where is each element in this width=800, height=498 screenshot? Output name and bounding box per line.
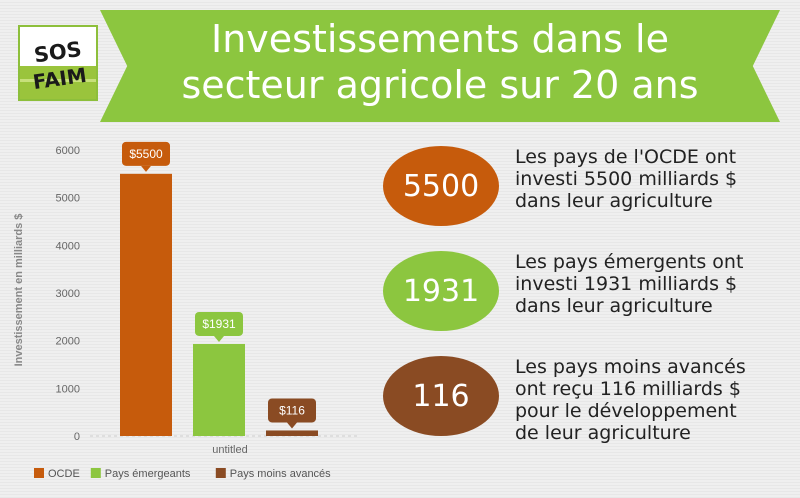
title-line-2: secteur agricole sur 20 ans [181,63,699,107]
bar-value-label-pointer [214,335,224,342]
bar [193,343,245,436]
stat-text-line: Les pays moins avancés [515,356,746,378]
stat-text-moins-avances: Les pays moins avancés ont reçu 116 mill… [515,356,795,444]
bar-value-label: $1931 [202,317,236,331]
stat-text-ocde: Les pays de l'OCDE ont investi 5500 mill… [515,146,795,212]
stat-text-line: investi 5500 milliards $ [515,168,738,190]
stat-text-line: ont reçu 116 milliards $ [515,378,741,400]
x-category-label: untitled [212,444,247,456]
y-axis-ticks: 0 1000 2000 3000 4000 5000 6000 [56,145,80,443]
y-tick-label: 2000 [56,336,80,348]
legend-label: OCDE [48,468,80,480]
stat-text-line: dans leur agriculture [515,190,713,212]
chart-legend: OCDE Pays émergeants Pays moins avancés [34,468,331,480]
logo-text-faim: FAIM [31,64,88,94]
title-banner [100,10,780,122]
stat-bubble-moins-avances: 116 [383,356,499,436]
legend-swatch [34,468,44,478]
bar [120,173,172,437]
bar-value-label-pointer [141,165,151,172]
stat-text-emergents: Les pays émergents ont investi 1931 mill… [515,251,795,317]
bar-chart: 0 1000 2000 3000 4000 5000 6000 $5500 $1931 $116… [13,141,360,480]
stat-bubble-ocde: 5500 [383,146,499,226]
y-tick-label: 0 [74,431,80,443]
page-title: Investissements dans le secteur agricole… [140,16,740,108]
bar [266,430,318,436]
stat-bubble-emergents: 1931 [383,251,499,331]
stat-row-emergents: 1931 Les pays émergents ont investi 1931… [383,251,793,331]
stat-text-line: investi 1931 milliards $ [515,273,738,295]
bar-value-label-box [195,311,243,336]
legend-label: Pays émergeants [105,468,191,480]
y-tick-label: 1000 [56,383,80,395]
stat-row-moins-avances: 116 Les pays moins avancés ont reçu 116 … [383,356,793,444]
bar-value-label-box [268,398,316,423]
bars: $5500 $1931 $116 [120,141,318,437]
bar-value-label-pointer [287,422,297,429]
y-tick-label: 5000 [56,193,80,205]
stat-text-line: Les pays émergents ont [515,251,744,273]
bar-value-label-box [122,141,170,166]
bar-value-label: $5500 [129,147,163,161]
sos-faim-logo: SOS FAIM [18,25,98,101]
legend-swatch [90,468,101,478]
title-line-1: Investissements dans le [211,17,669,61]
stat-text-line: de leur agriculture [515,422,691,444]
bar-value-label: $116 [279,403,305,417]
logo-text-sos: SOS [33,37,84,67]
logo-field-graphic [20,65,96,99]
y-tick-label: 6000 [56,145,80,157]
stat-row-ocde: 5500 Les pays de l'OCDE ont investi 5500… [383,146,793,226]
y-tick-label: 4000 [56,240,80,252]
stat-text-line: dans leur agriculture [515,295,713,317]
stat-text-line: pour le développement [515,400,737,422]
legend-swatch [215,468,226,478]
logo-lettering: SOS FAIM [31,37,88,94]
legend-label: Pays moins avancés [230,468,331,480]
y-axis-label: Investissement en milliards $ [13,214,25,367]
stat-text-line: Les pays de l'OCDE ont [515,146,737,168]
y-tick-label: 3000 [56,288,80,300]
